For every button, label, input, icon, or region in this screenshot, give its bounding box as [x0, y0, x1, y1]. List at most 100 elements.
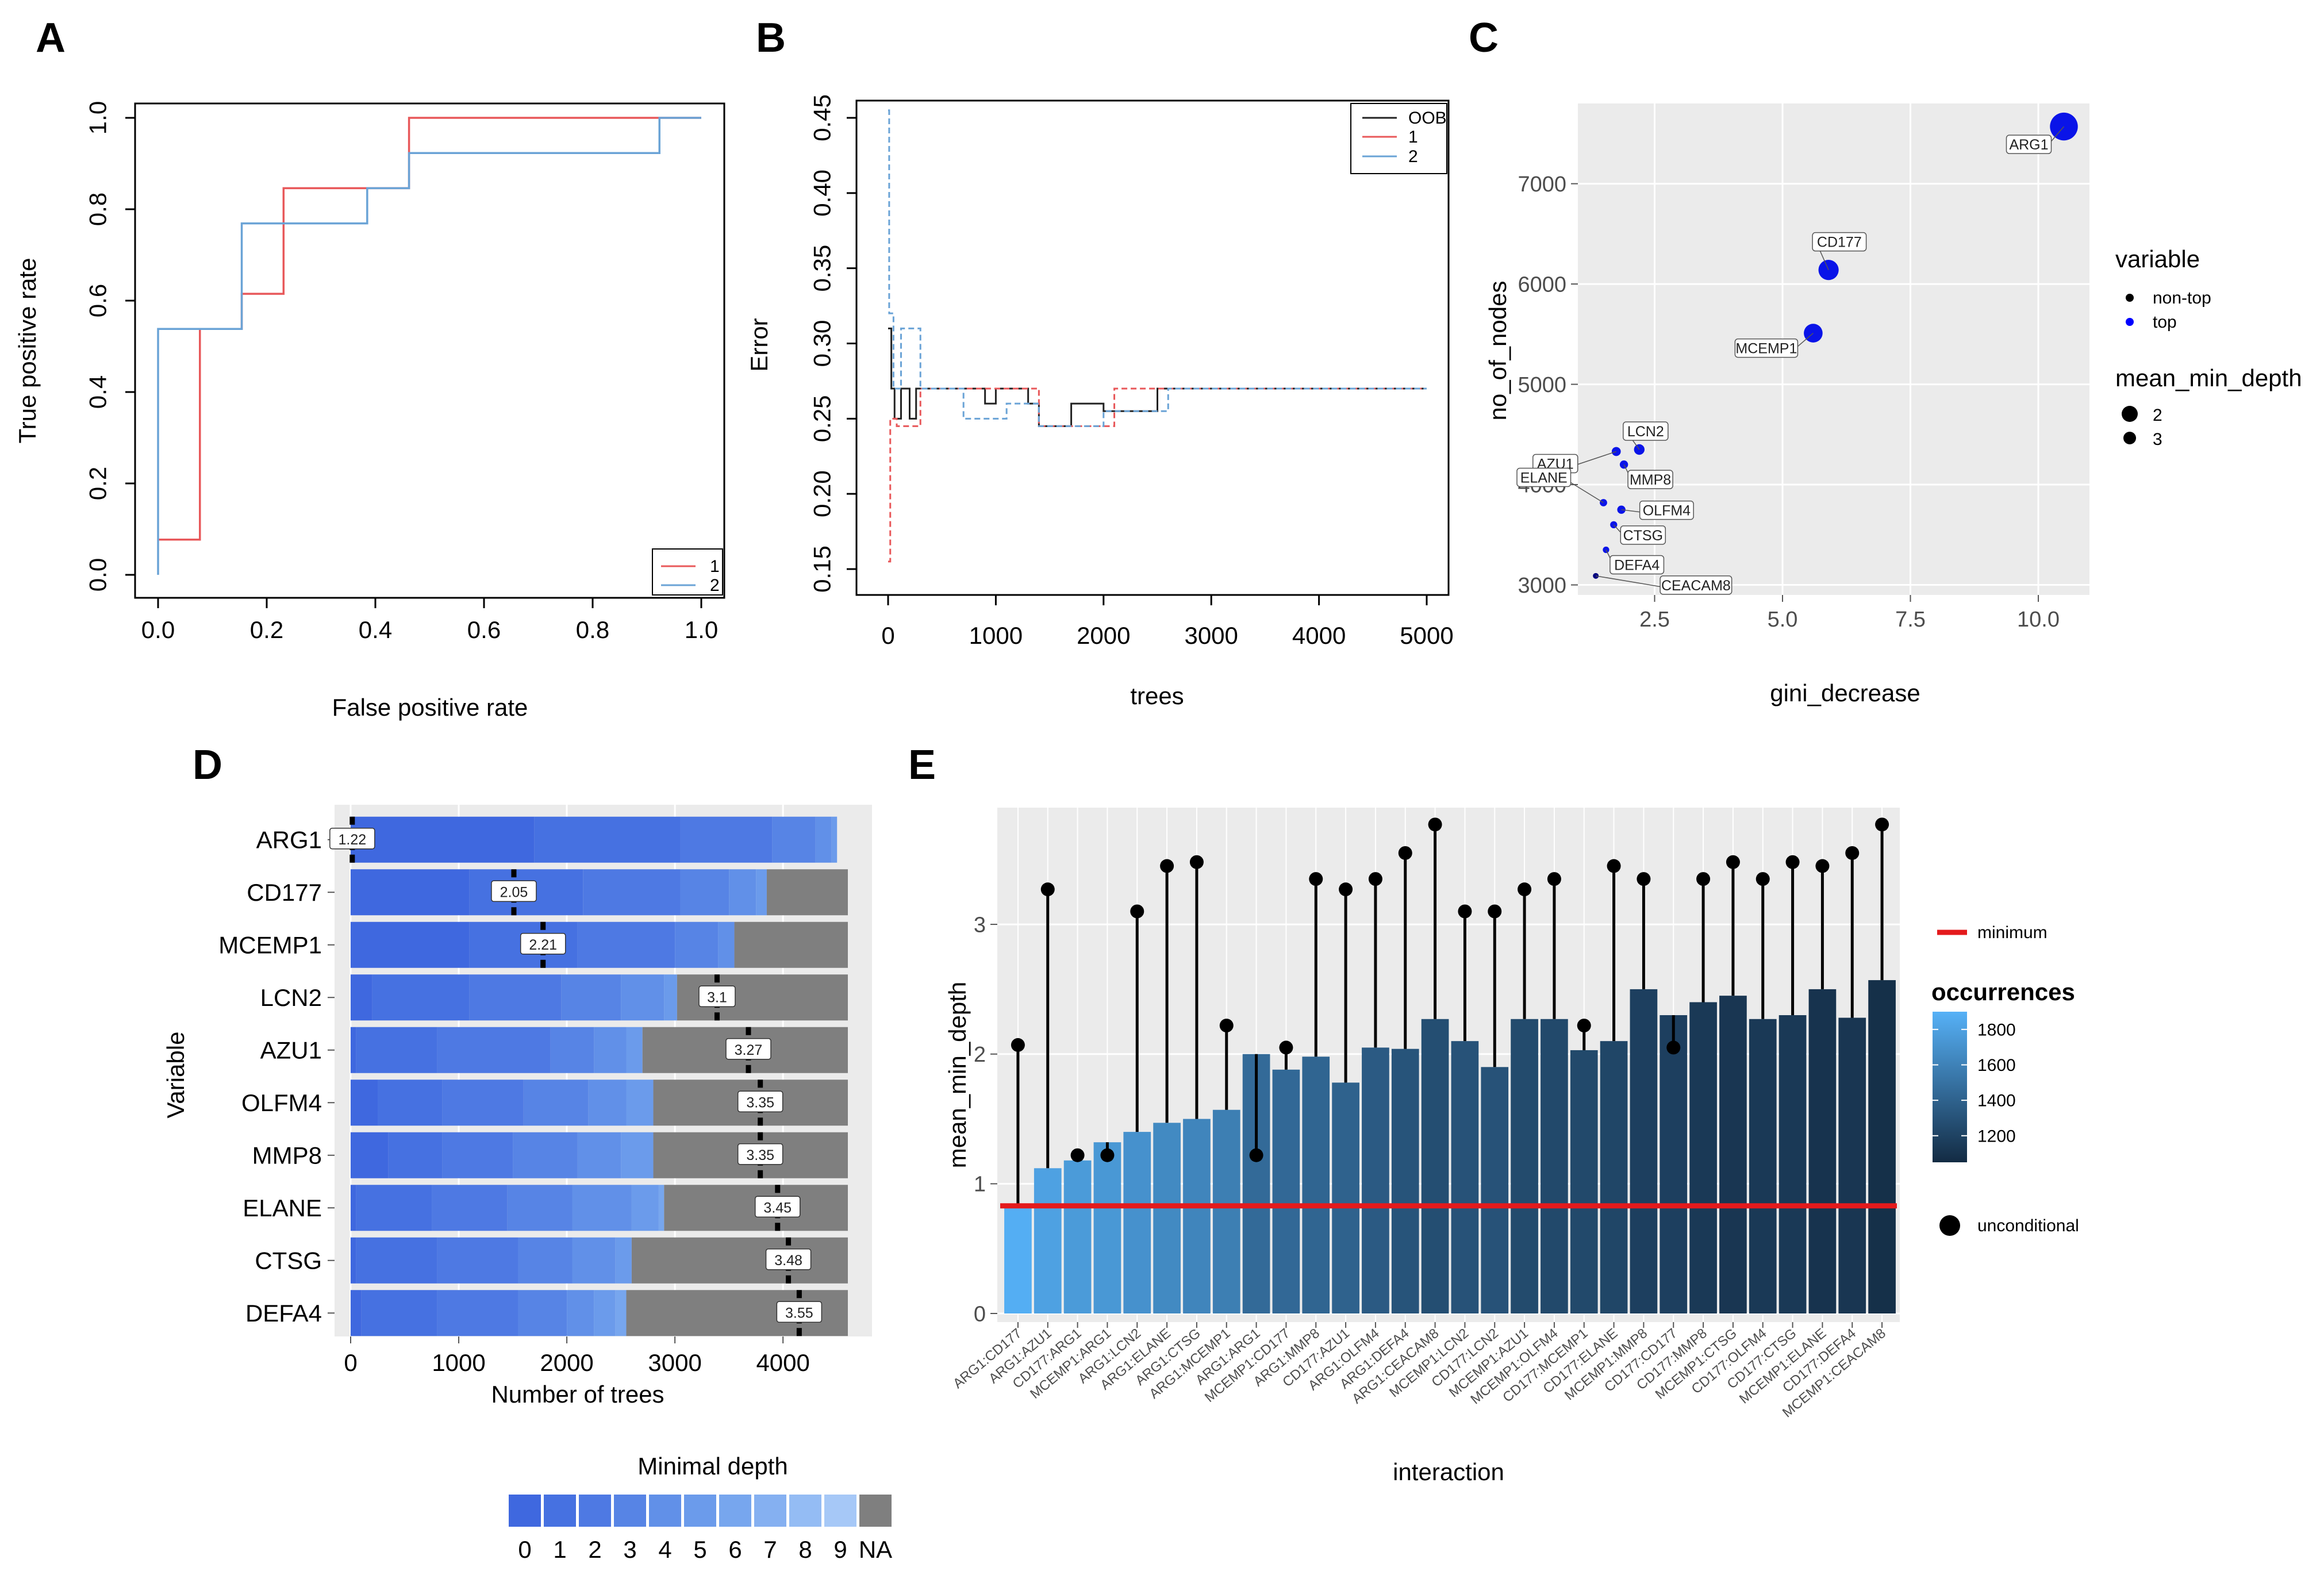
- label-box-ctsg: [1620, 525, 1666, 545]
- interaction-bar-mcemp1-lcn2: [1451, 1041, 1479, 1313]
- mean-depth-label-azu1: 3.27: [735, 1042, 763, 1058]
- unconditional-point-cd177-azu1: [1339, 882, 1353, 897]
- label-box-arg1: [2006, 135, 2052, 154]
- legend-variable-non-top-swatch: [2126, 294, 2134, 302]
- bar-segment-olfm4-5: [626, 1080, 654, 1126]
- bar-segment-lcn2-4: [621, 974, 664, 1021]
- roc-plot-frame: [134, 102, 725, 599]
- unconditional-point-arg1-ctsg: [1189, 855, 1204, 869]
- bar-segment-arg1-2: [680, 816, 773, 863]
- interaction-y-axis-title: mean_min_depth: [944, 982, 971, 1169]
- roc-x-tick-label: 0.8: [576, 616, 609, 643]
- mean-depth-label-box-mmp8: [737, 1143, 783, 1165]
- bar-segment-cd177-na: [766, 869, 848, 916]
- bar-segment-elane-3: [507, 1185, 573, 1231]
- legend-depth-2-label: 2: [2153, 406, 2162, 425]
- bar-segment-defa4-6: [615, 1290, 627, 1336]
- unconditional-point-cd177-defa4: [1845, 846, 1860, 860]
- error-legend: [1350, 103, 1447, 174]
- min-depth-x-tick-label: 1000: [432, 1349, 485, 1376]
- error-series-2-line: [888, 109, 1427, 427]
- unconditional-point-mcemp1-azu1: [1518, 882, 1532, 897]
- legend-depth-3-label: 3: [2153, 430, 2162, 449]
- point-label-arg1: ARG1: [2009, 137, 2048, 153]
- interaction-bar-cd177-cd177: [1660, 1015, 1688, 1313]
- min-depth-legend-swatch-3: [614, 1495, 646, 1527]
- min-depth-legend-title: Minimal depth: [637, 1453, 788, 1480]
- interaction-bar-arg1-mcemp1: [1212, 1109, 1240, 1313]
- bar-segment-mcemp1-2: [577, 921, 675, 968]
- importance-x-tick-label: 7.5: [1895, 608, 1926, 632]
- bar-segment-olfm4-0: [351, 1080, 378, 1126]
- interaction-bar-mcemp1-azu1: [1511, 1019, 1538, 1313]
- unconditional-point-cd177-olfm4: [1756, 872, 1770, 886]
- interaction-bar-arg1-elane: [1153, 1123, 1181, 1313]
- mean-depth-label-box-ctsg: [765, 1249, 812, 1270]
- bar-segment-cd177-2: [583, 869, 681, 916]
- mean-depth-label-olfm4: 3.35: [746, 1094, 774, 1111]
- roc-y-tick-label: 0.4: [84, 375, 112, 409]
- bar-segment-azu1-4: [594, 1027, 627, 1073]
- importance-y-tick-label: 7000: [1518, 172, 1566, 197]
- bar-segment-elane-1: [356, 1185, 432, 1231]
- error-x-tick-label: 0: [881, 622, 894, 649]
- min-depth-legend-label-0: 0: [518, 1536, 531, 1563]
- bar-segment-arg1-1: [534, 816, 681, 863]
- error-y-tick-label: 0.25: [809, 395, 836, 442]
- error-legend-label-1: 1: [1408, 128, 1418, 147]
- unconditional-point-mcemp1-cd177: [1279, 1040, 1293, 1055]
- unconditional-point-mcemp1-elane: [1815, 859, 1830, 873]
- bar-segment-lcn2-0: [351, 974, 372, 1021]
- error-series-1-line: [888, 387, 1427, 563]
- legend-unconditional-swatch: [1939, 1215, 1960, 1236]
- error-y-axis-title: Error: [746, 318, 773, 371]
- min-depth-legend-swatch-6: [719, 1495, 751, 1527]
- bar-segment-azu1-3: [550, 1027, 594, 1073]
- bar-segment-ctsg-4: [572, 1237, 616, 1284]
- importance-x-axis-title: gini_decrease: [1770, 679, 1920, 706]
- interaction-bar-cd177-arg1: [1063, 1160, 1092, 1313]
- interaction-bar-mcemp1-arg1: [1093, 1142, 1121, 1313]
- mean-depth-label-arg1: 1.22: [338, 832, 366, 848]
- roc-legend-label-2: 2: [710, 576, 720, 595]
- min-depth-legend-swatch-0: [509, 1495, 541, 1527]
- point-label-defa4: DEFA4: [1614, 557, 1660, 573]
- bar-segment-azu1-5: [626, 1027, 643, 1073]
- error-y-tick-label: 0.40: [809, 170, 836, 217]
- min-depth-x-tick-label: 4000: [756, 1349, 809, 1376]
- occurrences-colorbar-label: 1400: [1977, 1092, 2016, 1111]
- point-defa4: [1603, 546, 1609, 554]
- bar-segment-olfm4-4: [588, 1080, 627, 1126]
- legend-variable-title: variable: [2115, 245, 2200, 272]
- error-y-tick-label: 0.30: [809, 320, 836, 367]
- importance-y-tick-label: 5000: [1518, 373, 1566, 397]
- label-box-defa4: [1609, 555, 1665, 575]
- min-depth-legend-label-5: 5: [693, 1536, 706, 1563]
- label-box-olfm4: [1639, 500, 1694, 520]
- interaction-bar-mcemp1-cd177: [1272, 1069, 1300, 1313]
- interaction-bar-cd177-elane: [1600, 1041, 1628, 1313]
- unconditional-point-arg1-arg1: [1249, 1148, 1263, 1162]
- variable-label-mcemp1: MCEMP1: [218, 931, 322, 958]
- interaction-bar-mcemp1-ctsg: [1719, 996, 1747, 1313]
- bar-segment-olfm4-3: [523, 1080, 589, 1126]
- bar-segment-ctsg-5: [615, 1237, 632, 1284]
- interaction-bar-mcemp1-mmp8: [1630, 989, 1658, 1313]
- interaction-bar-arg1-lcn2: [1123, 1132, 1151, 1313]
- mean-depth-label-elane: 3.45: [763, 1200, 792, 1216]
- unconditional-point-cd177-ctsg: [1785, 855, 1800, 869]
- unconditional-point-cd177-cd177: [1666, 1040, 1681, 1055]
- variable-label-arg1: ARG1: [256, 826, 322, 853]
- bar-segment-defa4-2: [437, 1290, 518, 1336]
- bar-segment-ctsg-2: [437, 1237, 518, 1284]
- bar-segment-mcemp1-na: [734, 921, 848, 968]
- interaction-bar-cd177-mmp8: [1689, 1002, 1717, 1313]
- legend-occurrences-title: occurrences: [1931, 978, 2075, 1005]
- unconditional-point-mcemp1-olfm4: [1547, 872, 1561, 886]
- unconditional-point-cd177-mcemp1: [1577, 1019, 1591, 1033]
- interaction-y-tick-label: 3: [974, 913, 986, 937]
- bar-segment-mmp8-5: [621, 1132, 654, 1178]
- panel-label-e: E: [908, 742, 936, 788]
- interaction-y-tick-label: 0: [974, 1302, 986, 1326]
- panel-label-d: D: [193, 742, 222, 788]
